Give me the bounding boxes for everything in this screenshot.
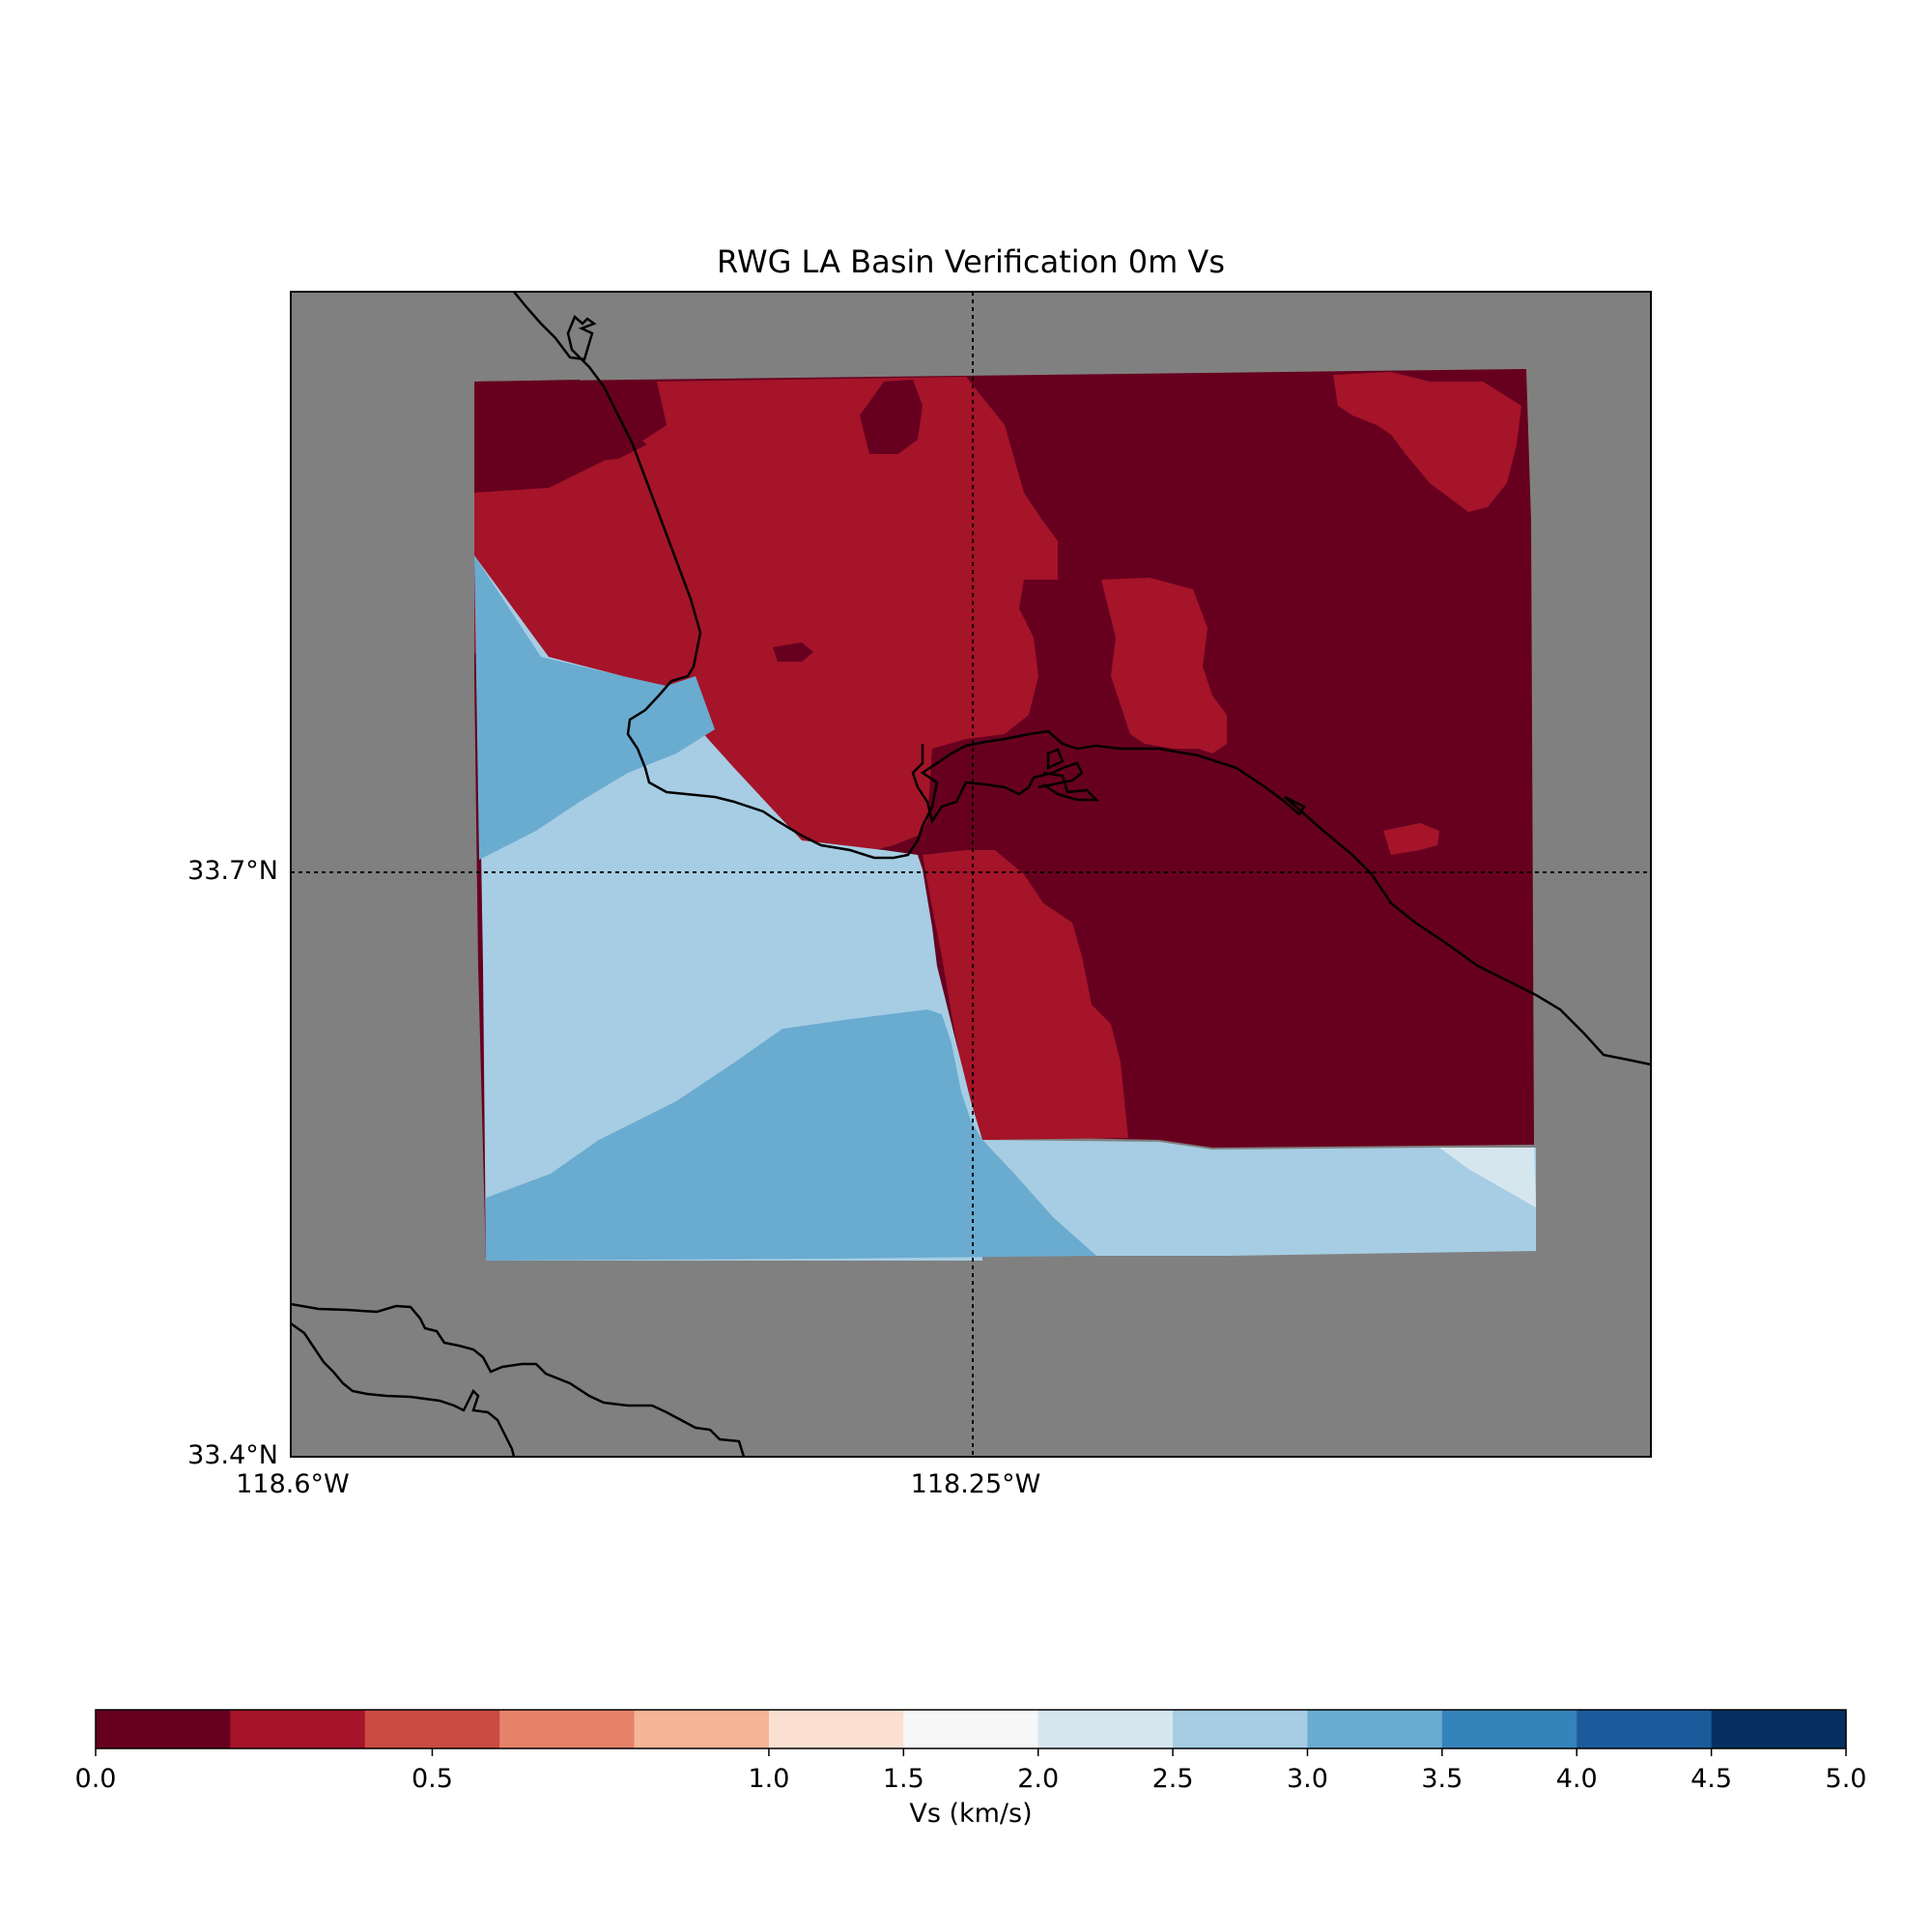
colorbar-tick-label: 0.0: [74, 1764, 117, 1794]
colorbar-tick-label: 2.5: [1151, 1764, 1194, 1794]
colorbar-bin: [1307, 1710, 1443, 1748]
colorbar-ticks: [95, 1748, 1847, 1756]
colorbar-tick-label: 1.5: [882, 1764, 924, 1794]
colorbar-tick-label: 4.0: [1555, 1764, 1598, 1794]
vs-region-red-patch-east-small: [1383, 823, 1439, 855]
colorbar-bin: [1577, 1710, 1713, 1748]
colorbar-tick-label: 5.0: [1825, 1764, 1867, 1794]
colorbar-bin: [1037, 1710, 1174, 1748]
vs-region-dark-patch-nw: [474, 380, 647, 493]
colorbar-bin: [634, 1710, 770, 1748]
colorbar-bin: [499, 1710, 636, 1748]
colorbar-tick-label: 0.5: [411, 1764, 453, 1794]
colorbar-bin: [1173, 1710, 1308, 1748]
vs-region-red-patch-east: [1101, 578, 1227, 753]
colorbar-bin: [96, 1710, 231, 1748]
colorbar-tick-label: 3.5: [1421, 1764, 1463, 1794]
colorbar-tick-label: 2.0: [1017, 1764, 1060, 1794]
coastline: [513, 291, 1652, 1066]
lat-tick-label-33.7: 33.7°N: [187, 856, 278, 886]
colorbar-frame: [95, 1709, 1847, 1749]
island-coastline-inner: [290, 1321, 516, 1458]
colorbar-bin: [1711, 1710, 1847, 1748]
vs-region-dark-patch-west: [773, 642, 813, 662]
colorbar: [96, 1710, 1847, 1748]
vs-region-dark-patch-north: [860, 380, 923, 454]
colorbar-bin: [903, 1710, 1039, 1748]
colorbar-bin: [230, 1710, 366, 1748]
lon-tick-label-118.25: 118.25°W: [910, 1469, 1041, 1499]
colorbar-tick-label: 4.5: [1690, 1764, 1733, 1794]
colorbar-bin: [364, 1710, 500, 1748]
map-frame: [290, 291, 1652, 1458]
map-title: RWG LA Basin Verification 0m Vs: [717, 243, 1225, 280]
vs-region-steel-blue-nw: [474, 555, 715, 860]
colorbar-tick-label: 3.0: [1286, 1764, 1328, 1794]
vs-region-red-south: [923, 850, 1128, 1140]
vs-region-pale-blue-se: [1439, 1148, 1536, 1208]
island-coastline: [290, 1302, 746, 1458]
harbor-outline: [911, 744, 1100, 825]
lon-tick-label-118.6: 118.6°W: [236, 1469, 350, 1499]
vs-region-steel-blue-south: [486, 1009, 1096, 1261]
lat-tick-label-33.4: 33.4°N: [187, 1440, 278, 1470]
colorbar-label: Vs (km/s): [909, 1799, 1033, 1829]
colorbar-tick-label: 1.0: [748, 1764, 790, 1794]
vs-region-light-blue-south: [982, 1140, 1536, 1256]
colorbar-bin: [768, 1710, 904, 1748]
colorbar-bin: [1441, 1710, 1577, 1748]
vs-region-red-patch-northeast: [1333, 372, 1521, 512]
